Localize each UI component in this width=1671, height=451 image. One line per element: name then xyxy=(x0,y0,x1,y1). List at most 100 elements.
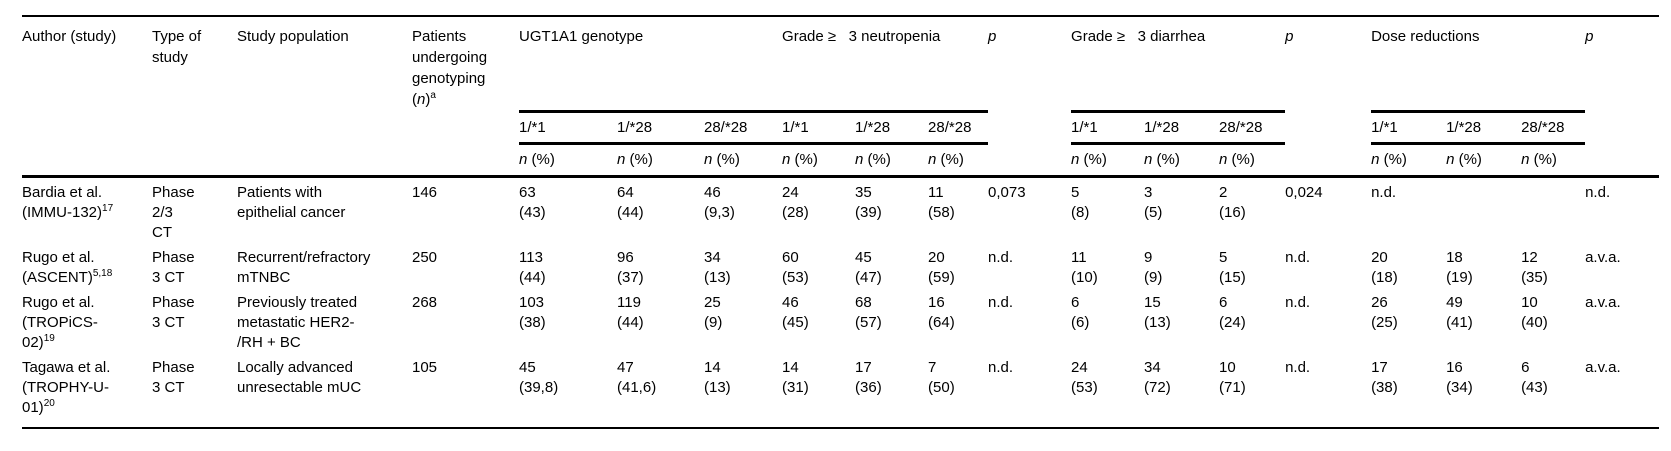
cell-value: 18 xyxy=(1446,248,1463,266)
p-neutropenia-cell: n.d. xyxy=(988,293,1014,311)
dose-reduction-cell: 12 (35) xyxy=(1521,243,1585,288)
subcol-header-neutropenia-28-28: 28/*28 xyxy=(928,111,989,145)
reference-superscript: 19 xyxy=(43,332,55,344)
group-header-dose-reductions: Dose reductions xyxy=(1371,16,1586,113)
cell-value: 15 xyxy=(1144,293,1161,311)
author-cell: Bardia et al. (IMMU-132)17 xyxy=(22,183,114,221)
unit-header-n-pct: n (%) xyxy=(1446,143,1522,178)
type-of-study-cell: Phase 3 CT xyxy=(152,293,195,331)
table-container: Author (study) Type of study Study popul… xyxy=(22,15,1671,429)
col-header-author: Author (study) xyxy=(22,16,152,178)
cell-percent: (25) xyxy=(1371,313,1398,331)
col-header-type-of-study: Type of study xyxy=(152,16,237,178)
group-header-ugt1a1-genotype: UGT1A1 genotype xyxy=(519,16,783,113)
cell-value: 46 xyxy=(782,293,799,311)
neutropenia-cell: 46 (45) xyxy=(782,288,855,353)
diarrhea-cell: 6 (24) xyxy=(1219,288,1285,353)
col-header-patients-genotyped: Patients undergoing genotyping (n)a xyxy=(412,16,519,178)
subcol-header-ugt-1-28: 1/*28 xyxy=(617,111,704,145)
col-header-patients-label: Patients undergoing genotyping xyxy=(412,28,488,87)
cell-percent: (9) xyxy=(1144,268,1163,286)
neutropenia-cell: 45 (47) xyxy=(855,243,928,288)
table-row: Tagawa et al. (TROPHY-U- 01)20 Phase 3 CT… xyxy=(22,352,1660,429)
p-neutropenia-cell: n.d. xyxy=(988,352,1072,429)
cell-percent: (9) xyxy=(704,313,723,331)
group-header-dose-label: Dose reductions xyxy=(1371,28,1480,45)
type-of-study-cell: Phase 2/3 CT xyxy=(152,183,195,241)
cell-percent: (15) xyxy=(1219,268,1246,286)
group-header-neutropenia: Grade ≥ 3 neutropenia xyxy=(782,16,989,113)
pct-symbol: (%) xyxy=(794,151,818,168)
study-population-cell: Patients with epithelial cancer xyxy=(237,183,346,221)
subcol-header-neutropenia-1-28: 1/*28 xyxy=(855,111,929,145)
neutropenia-cell: 14 (31) xyxy=(782,352,856,429)
pct-symbol: (%) xyxy=(716,151,740,168)
cell-value: 49 xyxy=(1446,293,1463,311)
subcol-header-ugt-28-28: 28/*28 xyxy=(704,111,783,145)
cell-percent: (50) xyxy=(928,378,955,396)
ugt-genotype-cell: 103 (38) xyxy=(519,288,617,353)
cell-percent: (39) xyxy=(855,203,882,221)
cell-value: 46 xyxy=(704,183,721,201)
reference-superscript: 20 xyxy=(43,397,55,409)
paren-open: ( xyxy=(412,91,417,108)
cell-percent xyxy=(1446,203,1515,223)
cell-value: 60 xyxy=(782,248,799,266)
neutropenia-cell: 17 (36) xyxy=(855,352,929,429)
dose-reduction-cell: 20 (18) xyxy=(1371,243,1446,288)
ugt-genotype-cell: 46 (9,3) xyxy=(704,176,782,243)
cell-value: 11 xyxy=(928,183,944,201)
cell-percent: (41) xyxy=(1446,313,1473,331)
cell-percent: (37) xyxy=(617,268,644,286)
reference-superscript: 5,18 xyxy=(92,267,113,279)
p-label: p xyxy=(1585,28,1594,45)
cell-percent: (47) xyxy=(855,268,882,286)
cell-value: 103 xyxy=(519,293,545,311)
cell-value: 10 xyxy=(1521,293,1538,311)
cell-value: 20 xyxy=(928,248,945,266)
cell-percent: (44) xyxy=(519,268,546,286)
diarrhea-cell: 5 (15) xyxy=(1219,243,1285,288)
cell-percent: (24) xyxy=(1219,313,1246,331)
subcol-header-diarrhea-1-1: 1/*1 xyxy=(1071,111,1145,145)
cell-value xyxy=(1521,183,1579,203)
study-population-cell: Locally advanced unresectable mUC xyxy=(237,352,412,429)
group-header-ugt1a1-label: UGT1A1 genotype xyxy=(519,28,644,45)
cell-value: 26 xyxy=(1371,293,1388,311)
cell-percent: (31) xyxy=(782,378,809,396)
neutropenia-cell: 24 (28) xyxy=(782,176,855,243)
cell-value: 10 xyxy=(1219,358,1236,376)
type-of-study-cell: Phase 3 CT xyxy=(152,248,195,286)
cell-value: 24 xyxy=(782,183,799,201)
cell-percent xyxy=(1521,203,1579,223)
neutropenia-cell: 35 (39) xyxy=(855,176,928,243)
p-dose-cell: n.d. xyxy=(1585,183,1611,201)
col-header-type-label: Type of study xyxy=(152,28,202,66)
n-symbol: n xyxy=(704,151,713,168)
cell-value: 14 xyxy=(782,358,799,376)
dose-reduction-cell: 6 (43) xyxy=(1521,352,1586,429)
group-header-neutropenia-label: Grade ≥ 3 neutropenia xyxy=(782,28,941,45)
cell-value: 16 xyxy=(1446,358,1463,376)
cell-value: 68 xyxy=(855,293,872,311)
neutropenia-cell: 7 (50) xyxy=(928,352,989,429)
diarrhea-cell: 5 (8) xyxy=(1071,176,1144,243)
diarrhea-cell: 15 (13) xyxy=(1144,288,1219,353)
cell-percent xyxy=(1371,203,1440,223)
cell-percent: (43) xyxy=(1521,378,1548,396)
n-symbol: n xyxy=(1446,151,1455,168)
cell-percent: (45) xyxy=(782,313,809,331)
cell-value: 14 xyxy=(704,358,721,376)
neutropenia-cell: 68 (57) xyxy=(855,288,928,353)
p-diarrhea-cell: n.d. xyxy=(1285,248,1311,266)
diarrhea-cell: 2 (16) xyxy=(1219,176,1285,243)
n-symbol: n xyxy=(855,151,864,168)
n-symbol: n xyxy=(519,151,528,168)
unit-header-n-pct: n (%) xyxy=(855,143,929,178)
col-header-population-label: Study population xyxy=(237,28,349,45)
cell-percent: (6) xyxy=(1071,313,1090,331)
cell-percent: (72) xyxy=(1144,378,1171,396)
diarrhea-cell: 11 (10) xyxy=(1071,243,1144,288)
pct-symbol: (%) xyxy=(531,151,555,168)
type-of-study-cell: Phase 3 CT xyxy=(152,352,237,429)
